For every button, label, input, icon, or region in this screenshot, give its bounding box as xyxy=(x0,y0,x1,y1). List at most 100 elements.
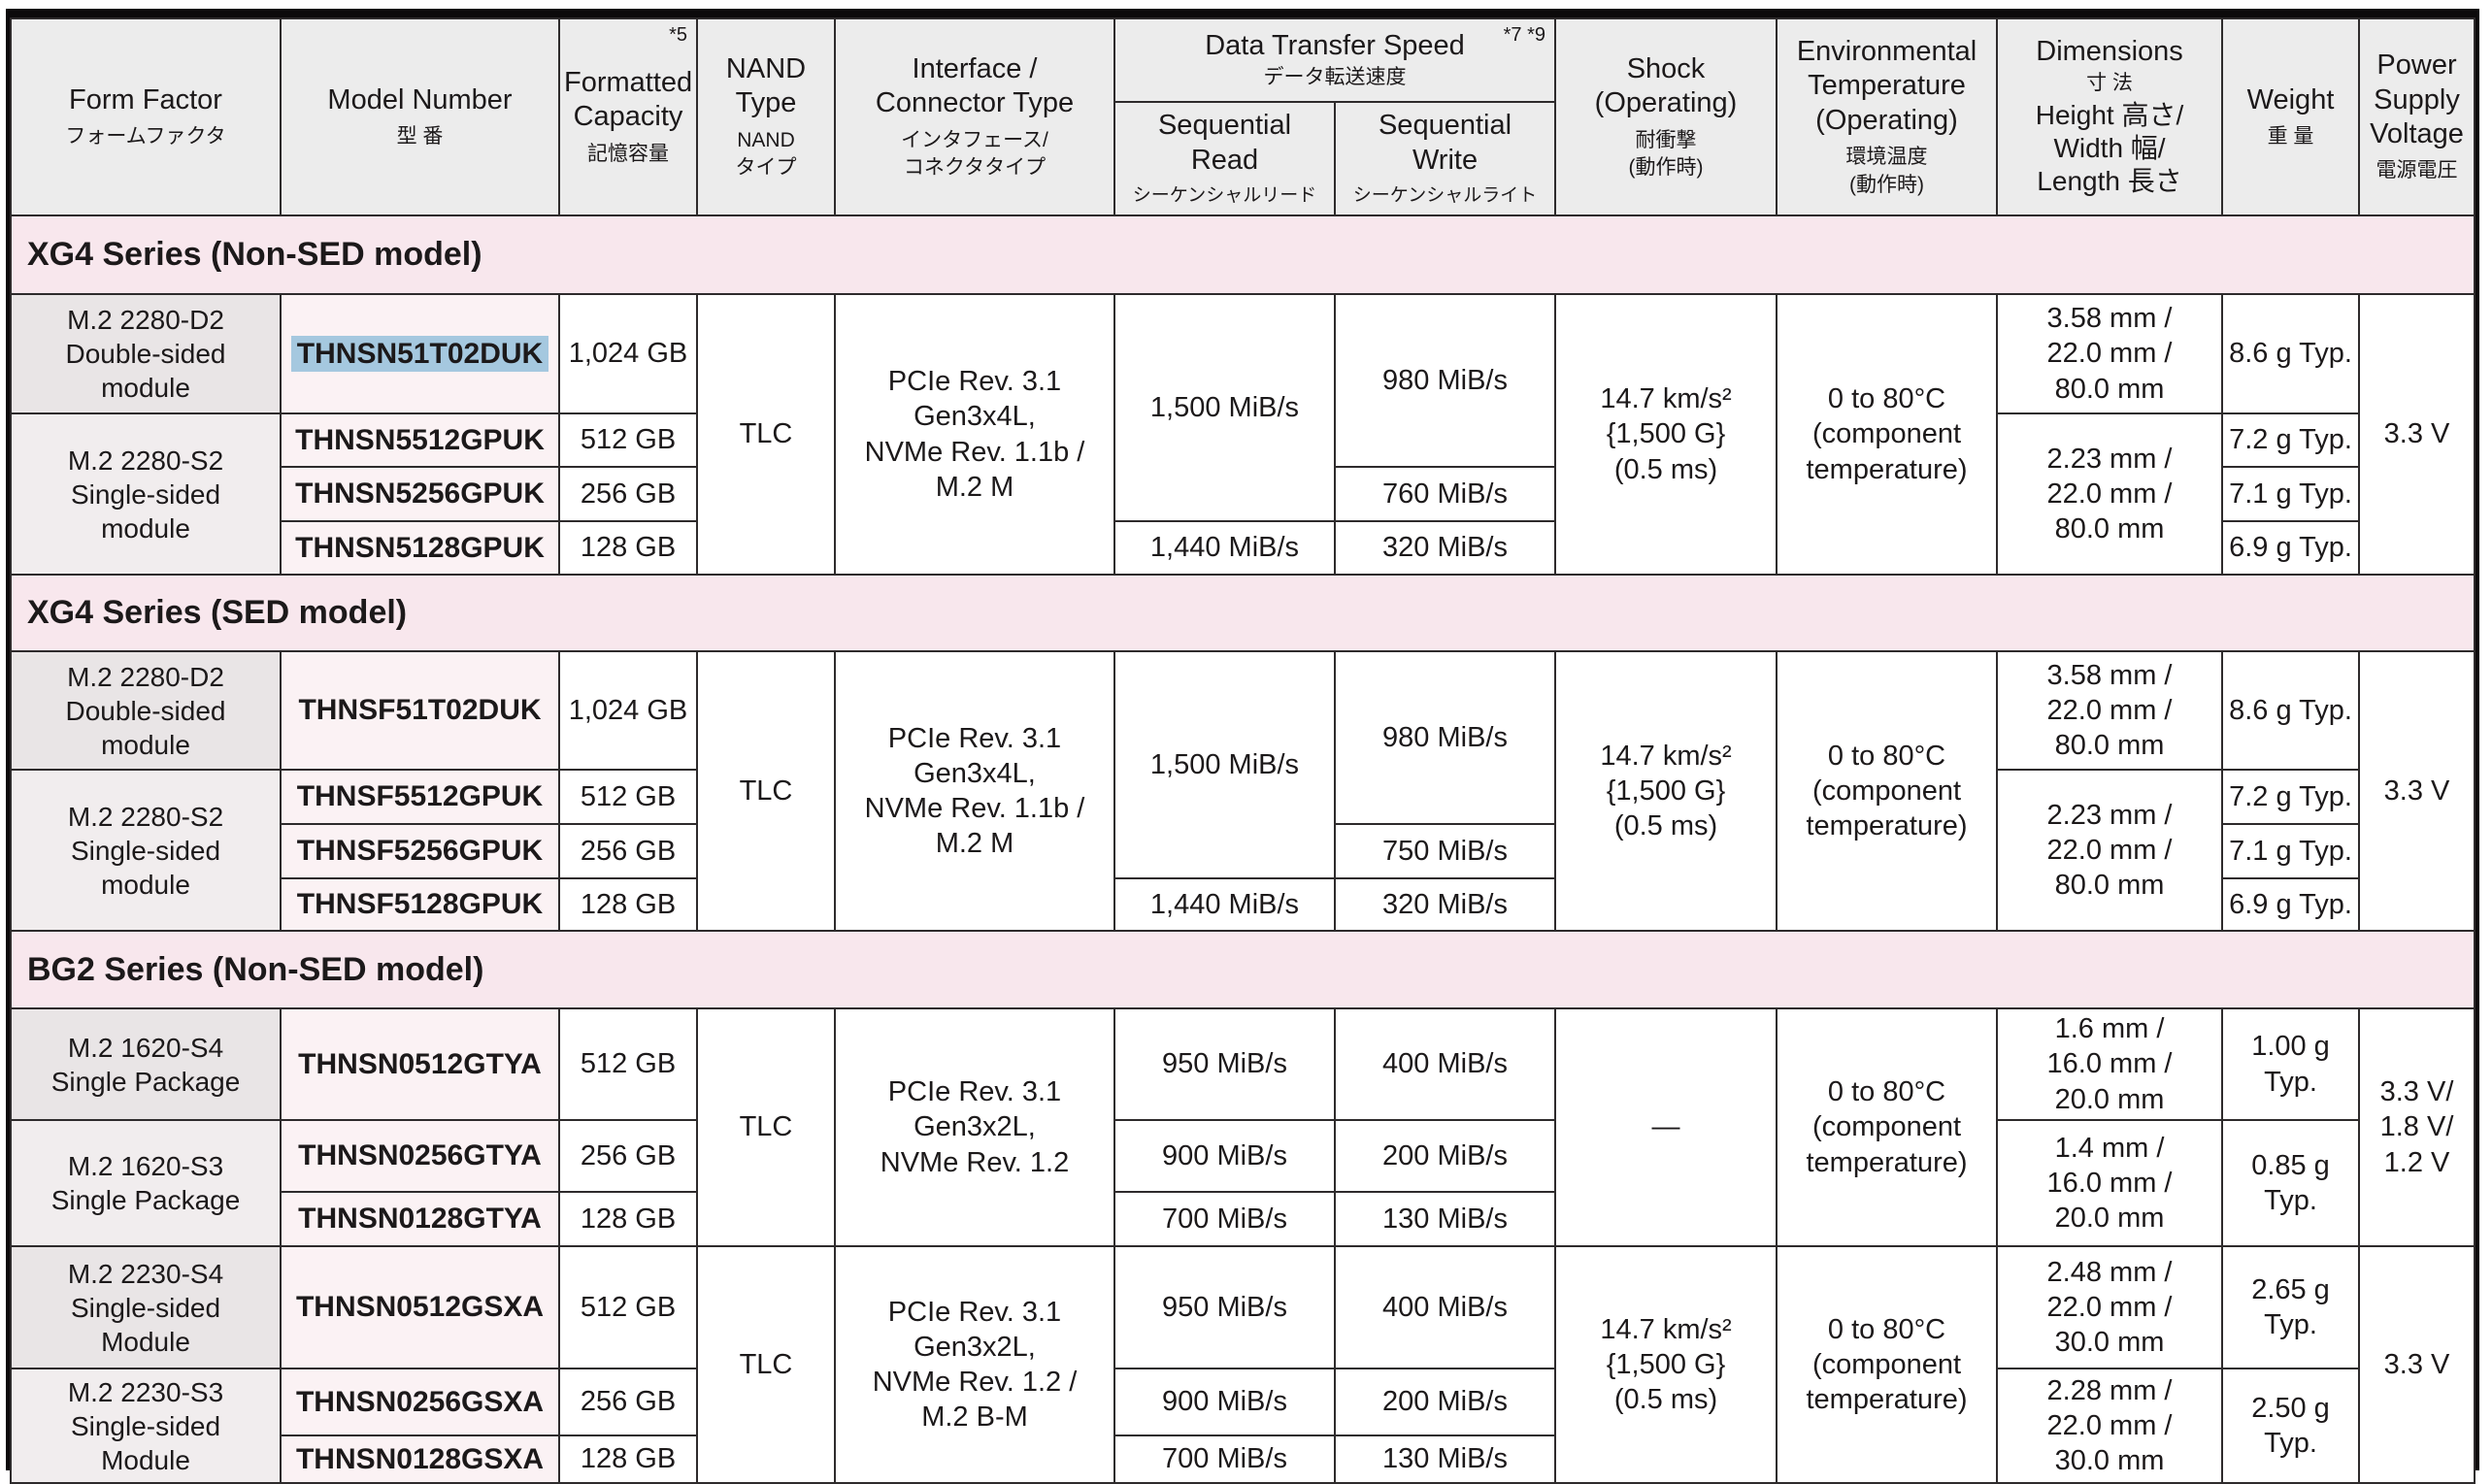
capacity-cell: 1,024 GB xyxy=(558,650,698,771)
header-data-transfer-speed: *7 *9 Data Transfer Speed データ転送速度 xyxy=(1113,17,1557,103)
model-number-cell: THNSF51T02DUK xyxy=(280,650,560,771)
header-sequential-read: Sequential Read シーケンシャルリード xyxy=(1113,101,1336,216)
seq-write-cell: 200 MiB/s xyxy=(1333,1119,1557,1193)
weight-cell: 2.65 g Typ. xyxy=(2221,1245,2361,1369)
header-dimensions-en: Dimensions xyxy=(2036,36,2183,68)
form-factor-cell: M.2 2280-S2 Single-sided module xyxy=(10,769,282,932)
form-factor-cell: M.2 2230-S3 Single-sided Module xyxy=(10,1368,282,1484)
header-data-transfer-speed-jp: データ転送速度 xyxy=(1263,65,1407,88)
weight-cell: 8.6 g Typ. xyxy=(2221,650,2361,771)
capacity-cell: 256 GB xyxy=(558,823,698,879)
header-power: Power Supply Voltage 電源電圧 xyxy=(2358,17,2475,216)
seq-read-cell: 900 MiB/s xyxy=(1113,1368,1336,1436)
seq-write-cell: 320 MiB/s xyxy=(1333,520,1557,576)
header-sequential-read-jp: シーケンシャルリード xyxy=(1132,185,1317,207)
model-number-cell: THNSN0128GTYA xyxy=(280,1191,560,1247)
seq-write-cell: 400 MiB/s xyxy=(1333,1007,1557,1121)
seq-read-cell: 950 MiB/s xyxy=(1113,1245,1336,1369)
model-number-cell: THNSN0256GSXA xyxy=(280,1368,560,1436)
nand-type-cell: TLC xyxy=(696,1245,836,1484)
header-form-factor-jp: フォームファクタ xyxy=(65,125,226,148)
seq-read-cell: 1,500 MiB/s xyxy=(1113,650,1336,879)
header-weight: Weight 重 量 xyxy=(2221,17,2361,216)
header-nand-type-en: NAND Type xyxy=(725,52,807,119)
capacity-cell: 512 GB xyxy=(558,1245,698,1369)
header-dimensions-jp: 寸 法 xyxy=(2086,71,2133,94)
seq-read-cell: 1,500 MiB/s xyxy=(1113,293,1336,522)
shock-cell: 14.7 km/s² {1,500 G} (0.5 ms) xyxy=(1554,1245,1778,1484)
dimensions-cell: 3.58 mm / 22.0 mm / 80.0 mm xyxy=(1996,293,2224,414)
header-weight-jp: 重 量 xyxy=(2267,125,2314,148)
seq-write-cell: 130 MiB/s xyxy=(1333,1191,1557,1247)
model-number-cell: THNSN0512GTYA xyxy=(280,1007,560,1121)
header-interface-en: Interface / Connector Type xyxy=(875,52,1075,119)
shock-cell: 14.7 km/s² {1,500 G} (0.5 ms) xyxy=(1554,650,1778,932)
dimensions-cell: 2.23 mm / 22.0 mm / 80.0 mm xyxy=(1996,412,2224,576)
seq-write-cell: 320 MiB/s xyxy=(1333,877,1557,932)
env-temp-cell: 0 to 80°C (component temperature) xyxy=(1776,650,1999,932)
seq-write-cell: 750 MiB/s xyxy=(1333,823,1557,879)
power-cell: 3.3 V xyxy=(2358,650,2475,932)
seq-read-cell: 900 MiB/s xyxy=(1113,1119,1336,1193)
selected-model-highlight: THNSN51T02DUK xyxy=(290,335,549,372)
dimensions-cell: 2.28 mm / 22.0 mm / 30.0 mm xyxy=(1996,1368,2224,1484)
seq-write-cell: 980 MiB/s xyxy=(1333,650,1557,825)
header-shock-en: Shock (Operating) xyxy=(1594,52,1738,119)
header-sequential-read-en: Sequential Read xyxy=(1157,110,1292,176)
footnote-7-9-marker: *7 *9 xyxy=(1503,24,1546,46)
seq-write-cell: 400 MiB/s xyxy=(1333,1245,1557,1369)
form-factor-cell: M.2 2230-S4 Single-sided Module xyxy=(10,1245,282,1369)
capacity-cell: 256 GB xyxy=(558,466,698,522)
model-number-cell: THNSN0256GTYA xyxy=(280,1119,560,1193)
capacity-cell: 128 GB xyxy=(558,877,698,932)
header-shock-jp: 耐衝撃 (動作時) xyxy=(1628,128,1704,179)
seq-read-cell: 700 MiB/s xyxy=(1113,1191,1336,1247)
dimensions-cell: 1.4 mm / 16.0 mm / 20.0 mm xyxy=(1996,1119,2224,1247)
form-factor-cell: M.2 1620-S3 Single Package xyxy=(10,1119,282,1247)
capacity-cell: 256 GB xyxy=(558,1119,698,1193)
model-number-cell: THNSN0512GSXA xyxy=(280,1245,560,1369)
form-factor-cell: M.2 2280-S2 Single-sided module xyxy=(10,412,282,576)
header-nand-type-jp: NAND タイプ xyxy=(735,128,797,179)
header-dimensions: Dimensions 寸 法 Height 高さ/ Width 幅/ Lengt… xyxy=(1996,17,2224,216)
ssd-spec-table: Form Factor フォームファクタ Model Number 型 番 *5… xyxy=(10,17,2475,1484)
capacity-cell: 128 GB xyxy=(558,1191,698,1247)
weight-cell: 7.1 g Typ. xyxy=(2221,466,2361,522)
env-temp-cell: 0 to 80°C (component temperature) xyxy=(1776,1007,1999,1247)
section-banner-bg2: BG2 Series (Non-SED model) xyxy=(10,930,2475,1009)
model-number-cell: THNSF5128GPUK xyxy=(280,877,560,932)
model-number-cell: THNSN0128GSXA xyxy=(280,1435,560,1484)
header-model-number-en: Model Number xyxy=(327,83,513,115)
capacity-cell: 512 GB xyxy=(558,412,698,468)
seq-read-cell: 1,440 MiB/s xyxy=(1113,520,1336,576)
model-number-cell: THNSF5256GPUK xyxy=(280,823,560,879)
form-factor-cell: M.2 1620-S4 Single Package xyxy=(10,1007,282,1121)
power-cell: 3.3 V xyxy=(2358,1245,2475,1484)
weight-cell: 2.50 g Typ. xyxy=(2221,1368,2361,1484)
header-env-temp-en: Environmental Temperature (Operating) xyxy=(1796,36,1977,136)
seq-write-cell: 760 MiB/s xyxy=(1333,466,1557,522)
power-cell: 3.3 V/ 1.8 V/ 1.2 V xyxy=(2358,1007,2475,1247)
header-power-en: Power Supply Voltage xyxy=(2370,49,2464,150)
dimensions-cell: 2.23 mm / 22.0 mm / 80.0 mm xyxy=(1996,769,2224,932)
seq-write-cell: 130 MiB/s xyxy=(1333,1435,1557,1484)
model-number-cell: THNSN51T02DUK xyxy=(280,293,560,414)
model-number-cell: THNSF5512GPUK xyxy=(280,769,560,825)
nand-type-cell: TLC xyxy=(696,650,836,932)
weight-cell: 1.00 g Typ. xyxy=(2221,1007,2361,1121)
env-temp-cell: 0 to 80°C (component temperature) xyxy=(1776,1245,1999,1484)
seq-write-cell: 980 MiB/s xyxy=(1333,293,1557,468)
seq-read-cell: 1,440 MiB/s xyxy=(1113,877,1336,932)
header-model-number-jp: 型 番 xyxy=(396,125,444,148)
header-formatted-capacity-jp: 記憶容量 xyxy=(587,142,669,165)
power-cell: 3.3 V xyxy=(2358,293,2475,576)
shock-cell: — xyxy=(1554,1007,1778,1247)
header-env-temp-jp: 環境温度 (動作時) xyxy=(1845,146,1928,196)
header-weight-en: Weight xyxy=(2246,83,2335,115)
capacity-cell: 1,024 GB xyxy=(558,293,698,414)
weight-cell: 0.85 g Typ. xyxy=(2221,1119,2361,1247)
header-form-factor-en: Form Factor xyxy=(69,83,222,115)
form-factor-cell: M.2 2280-D2 Double-sided module xyxy=(10,650,282,771)
header-env-temp: Environmental Temperature (Operating) 環境… xyxy=(1776,17,1999,216)
header-sequential-write-en: Sequential Write xyxy=(1378,110,1512,176)
